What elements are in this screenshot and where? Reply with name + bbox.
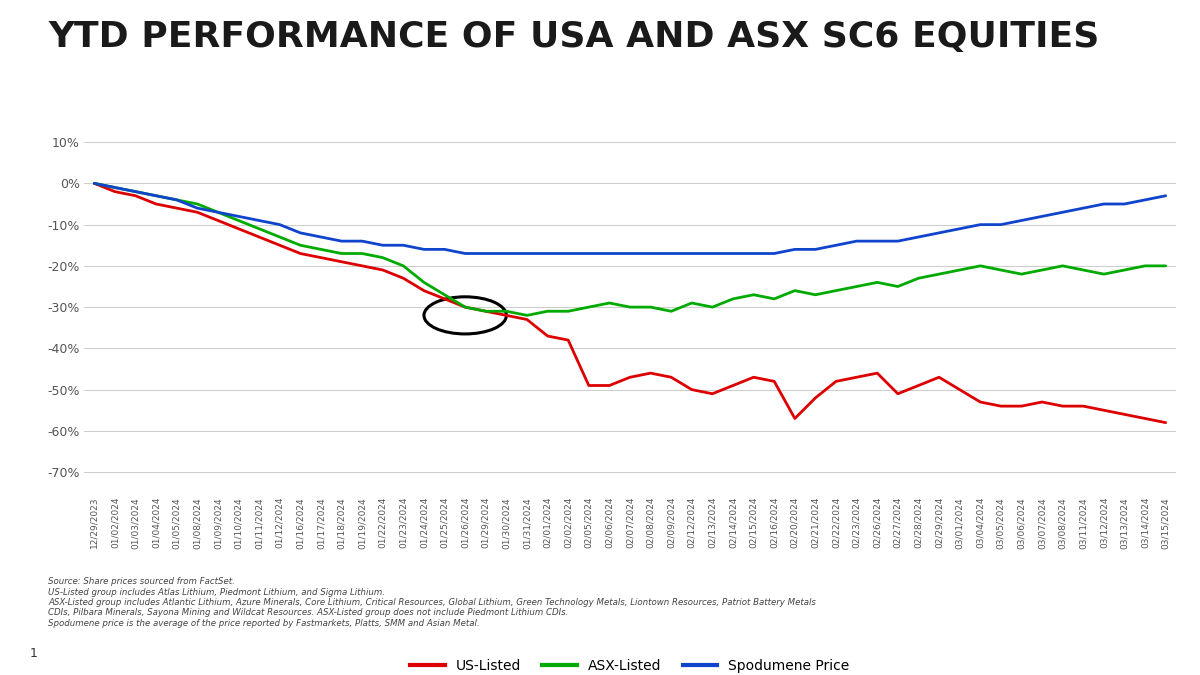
Legend: US-Listed, ASX-Listed, Spodumene Price: US-Listed, ASX-Listed, Spodumene Price (404, 654, 856, 675)
Text: YTD PERFORMANCE OF USA AND ASX SC6 EQUITIES: YTD PERFORMANCE OF USA AND ASX SC6 EQUIT… (48, 20, 1099, 54)
Text: 1: 1 (30, 647, 38, 660)
Text: Source: Share prices sourced from FactSet.
US-Listed group includes Atlas Lithiu: Source: Share prices sourced from FactSe… (48, 577, 816, 628)
